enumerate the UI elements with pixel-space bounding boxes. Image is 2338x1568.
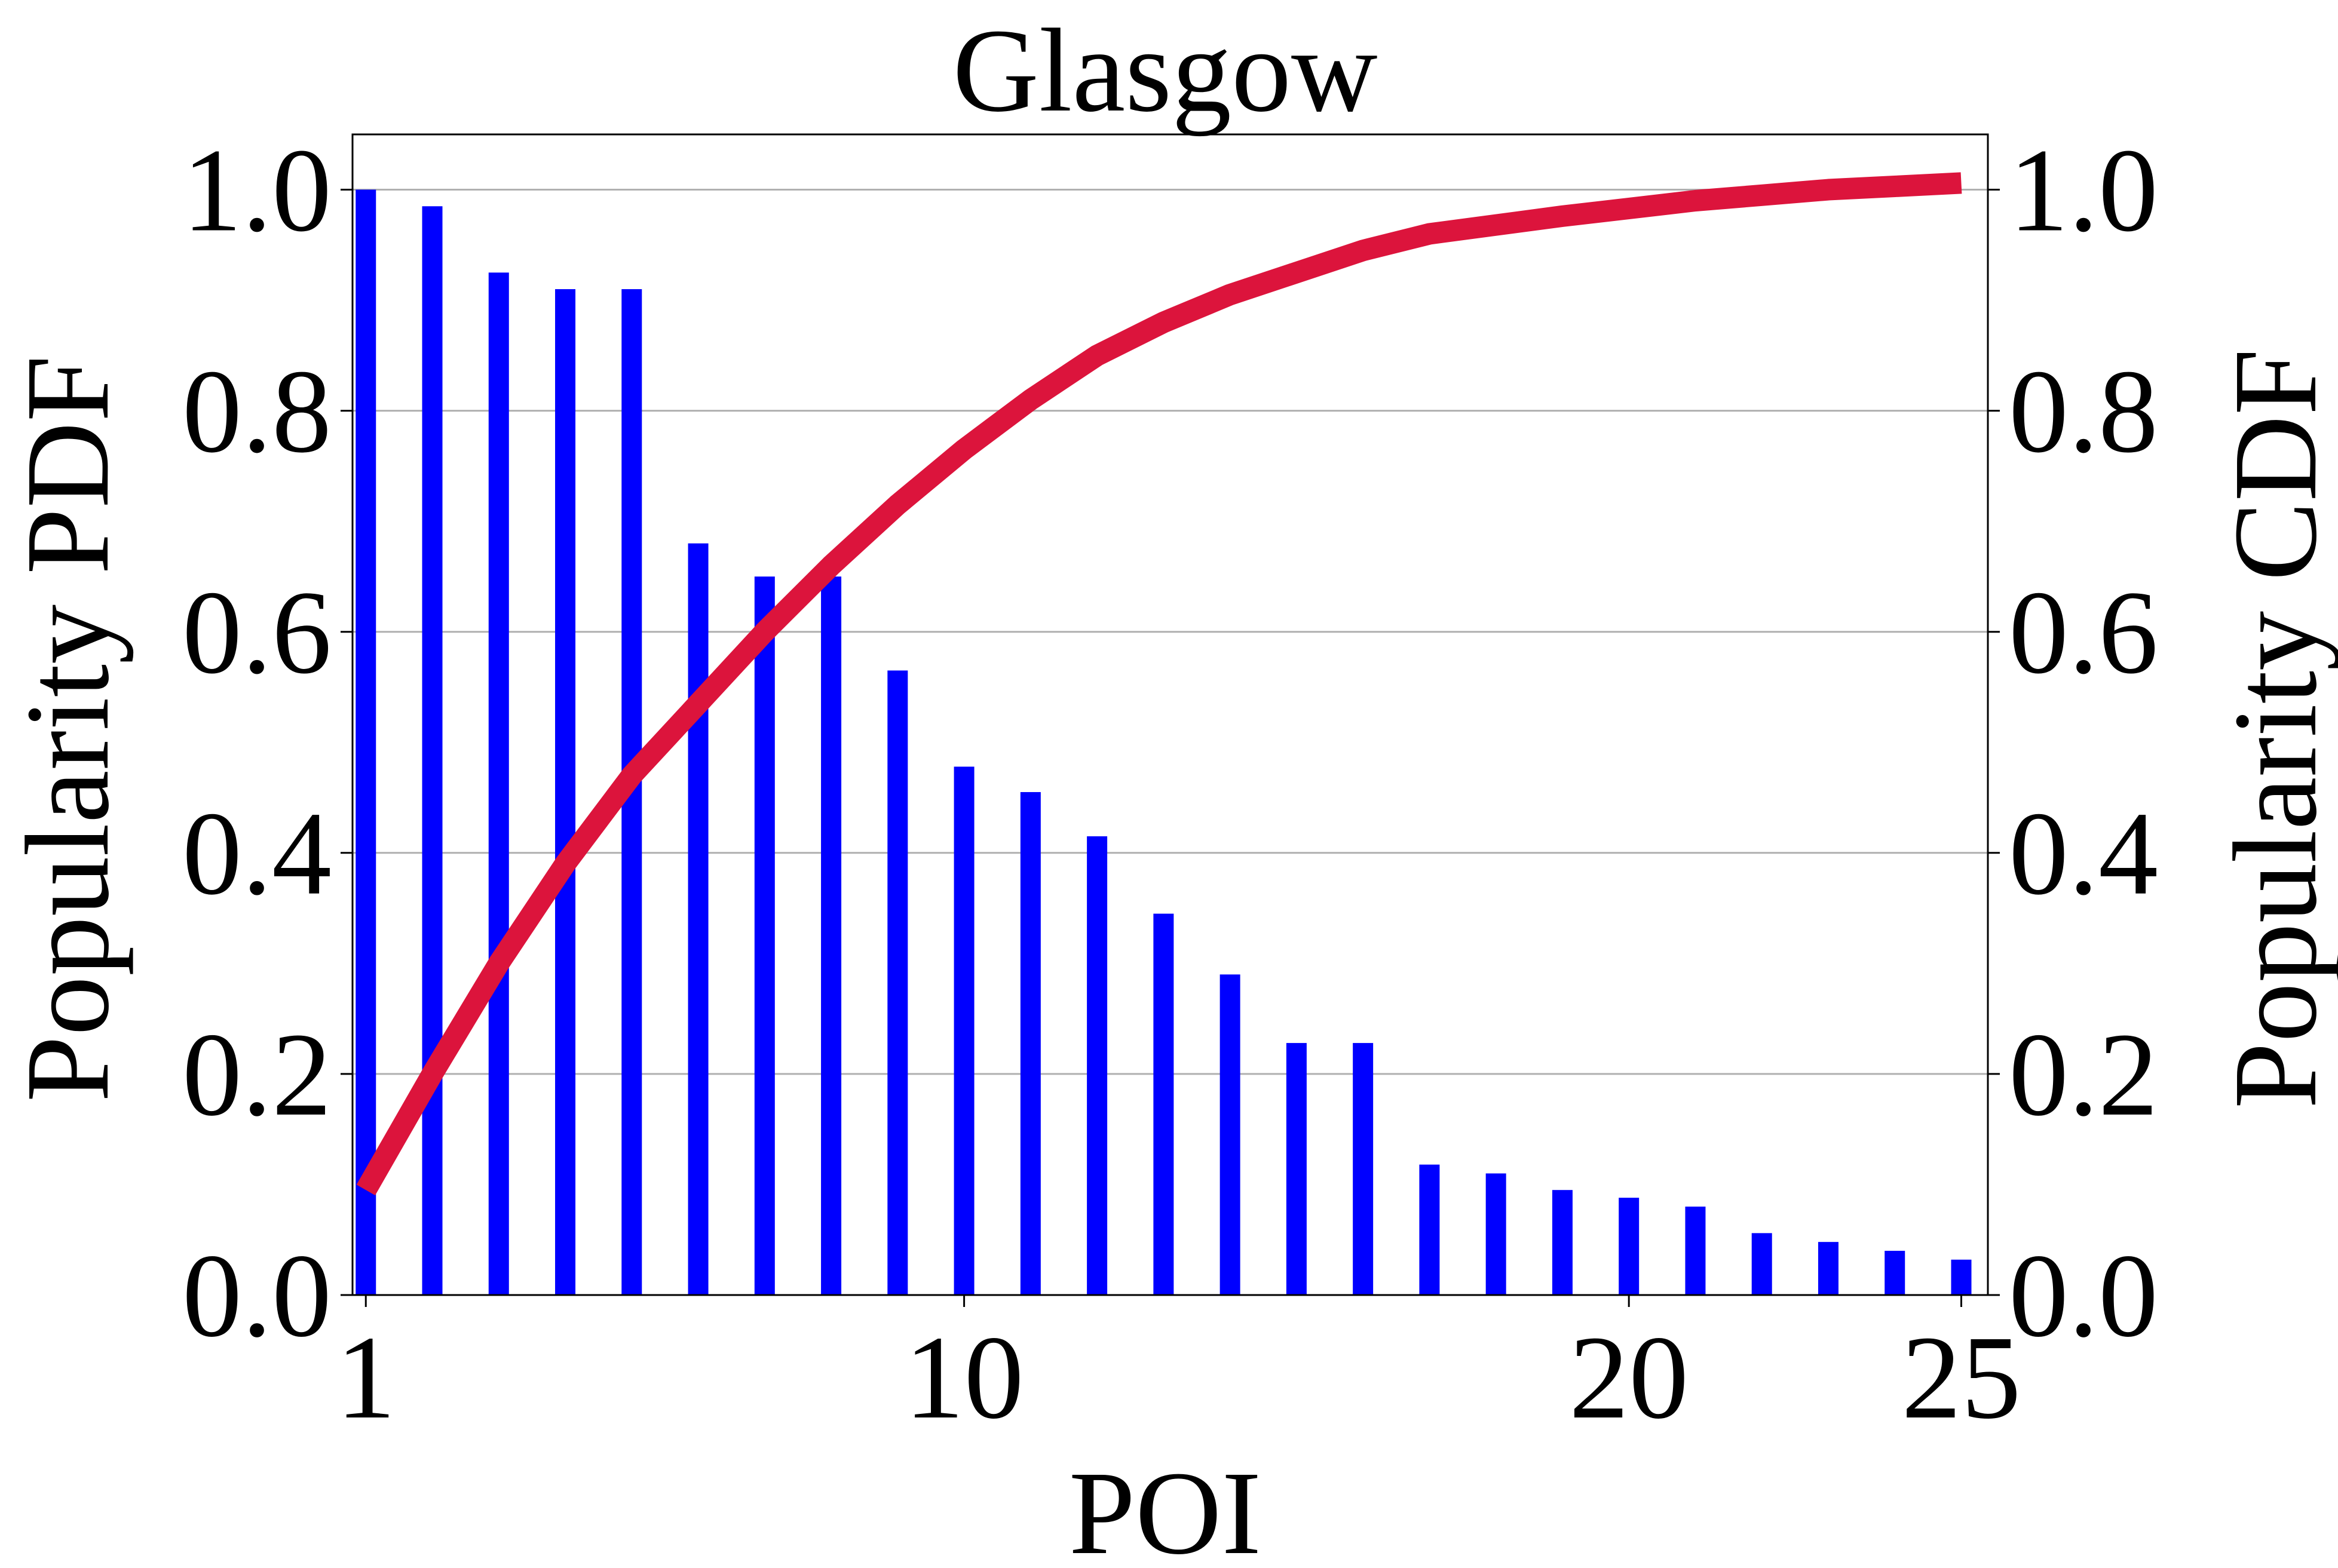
pdf-bar xyxy=(1751,1233,1772,1295)
ticks: 0.0 0.2 0.4 0.6 0.8 1.0 0.0 0.2 0.4 0.6 0.8 1.0 1 10 2… xyxy=(182,125,2158,1444)
pdf-bar xyxy=(1685,1206,1706,1295)
pdf-bars xyxy=(356,189,1972,1296)
pdf-bar xyxy=(1552,1190,1573,1295)
pdf-bar xyxy=(1951,1259,1972,1295)
right-y-tick-label: 1.0 xyxy=(2009,125,2158,257)
pdf-bar xyxy=(821,576,842,1296)
x-tick-label: 10 xyxy=(905,1312,1024,1444)
pdf-bar xyxy=(1153,913,1174,1295)
pdf-bar xyxy=(1619,1198,1640,1295)
left-y-tick-label: 1.0 xyxy=(182,125,332,257)
plot-frame xyxy=(351,133,1989,1296)
right-y-tick-label: 0.2 xyxy=(2009,1009,2158,1141)
right-y-tick-label: 0.4 xyxy=(2009,788,2158,920)
left-y-tick-label: 0.6 xyxy=(182,567,332,699)
pdf-bar xyxy=(954,766,975,1295)
left-y-tick-label: 0.8 xyxy=(182,346,332,478)
right-y-axis-label: Popularity CDF xyxy=(2210,349,2338,1109)
x-tick-label: 1 xyxy=(336,1312,396,1444)
pdf-bar xyxy=(1219,974,1240,1295)
left-y-tick-label: 0.2 xyxy=(182,1009,332,1141)
left-y-tick-label: 0.4 xyxy=(182,788,332,920)
right-y-tick-label: 0.0 xyxy=(2009,1230,2158,1362)
pdf-bar xyxy=(555,289,576,1296)
pdf-bar xyxy=(1485,1173,1506,1295)
pdf-bar xyxy=(887,670,908,1295)
pdf-bar xyxy=(1419,1164,1440,1295)
left-y-axis-label: Popularity PDF xyxy=(2,355,134,1102)
pdf-bar xyxy=(488,272,509,1295)
pdf-bar xyxy=(356,189,376,1295)
pdf-bar xyxy=(1885,1250,1905,1295)
pdf-bar xyxy=(1353,1043,1374,1295)
left-y-tick-label: 0.0 xyxy=(182,1230,332,1362)
x-tick-label: 25 xyxy=(1901,1312,2021,1444)
cdf-line xyxy=(356,172,1962,1196)
pdf-bar xyxy=(422,206,443,1295)
x-axis-label: POI xyxy=(1069,1447,1261,1568)
pdf-bar xyxy=(1286,1043,1307,1295)
pdf-bar xyxy=(688,543,709,1295)
right-y-tick-label: 0.8 xyxy=(2009,346,2158,478)
pdf-bar xyxy=(1020,792,1041,1295)
pdf-bar xyxy=(1087,836,1108,1295)
pdf-bar xyxy=(754,576,775,1296)
x-tick-label: 20 xyxy=(1569,1312,1689,1444)
pdf-bar xyxy=(1818,1242,1838,1295)
right-y-tick-label: 0.6 xyxy=(2009,567,2158,699)
chart-title: Glasgow xyxy=(952,5,1377,137)
